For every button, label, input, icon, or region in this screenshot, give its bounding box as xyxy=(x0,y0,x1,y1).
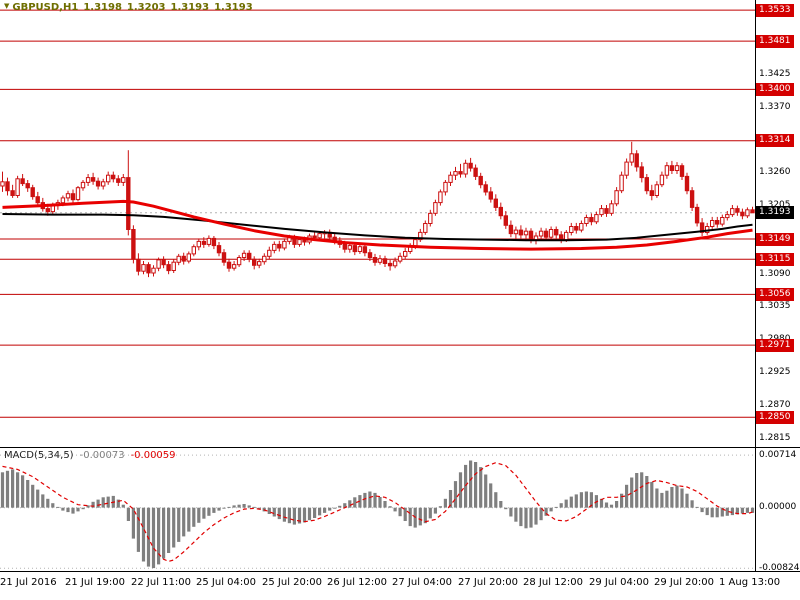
time-label: 25 Jul 04:00 xyxy=(196,577,256,588)
time-label: 26 Jul 12:00 xyxy=(327,577,387,588)
ma-red-line[interactable] xyxy=(2,199,753,251)
macd-name: MACD(5,34,5) xyxy=(4,450,74,461)
price-label: 1.3035 xyxy=(759,301,791,312)
time-label: 27 Jul 04:00 xyxy=(392,577,452,588)
macd-indicator-label: MACD(5,34,5) -0.00073 -0.00059 xyxy=(4,450,176,461)
level-price-label: 1.3314 xyxy=(756,134,794,148)
macd-axis-label: 0.00000 xyxy=(759,502,797,513)
quote-low: 1.3193 xyxy=(170,2,210,13)
time-label: 27 Jul 20:00 xyxy=(458,577,518,588)
time-label: 28 Jul 12:00 xyxy=(523,577,583,588)
symbol-marker-icon: ▼ xyxy=(4,2,10,10)
quote-high: 1.3203 xyxy=(126,2,166,13)
time-label: 29 Jul 04:00 xyxy=(589,577,649,588)
current-price-label: 1.3193 xyxy=(756,206,794,220)
macd-pane[interactable] xyxy=(0,448,755,571)
main-price-chart[interactable] xyxy=(0,0,755,447)
price-label: 1.3370 xyxy=(759,101,791,112)
macd-axis-label: -0.00824 xyxy=(759,562,800,573)
macd-signal-line xyxy=(2,462,753,563)
macd-signal-value: -0.00059 xyxy=(130,450,176,461)
level-price-label: 1.3400 xyxy=(756,82,794,96)
ma-black-line[interactable] xyxy=(2,213,753,242)
price-label: 1.3425 xyxy=(759,69,791,79)
level-price-label: 1.3056 xyxy=(756,287,794,301)
macd-main-value: -0.00073 xyxy=(79,450,125,461)
symbol-quote: ▼ GBPUSD,H1 1.3198 1.3203 1.3193 1.3193 xyxy=(4,2,253,13)
level-price-label: 1.3149 xyxy=(756,232,794,246)
macd-histogram xyxy=(0,460,755,569)
axis-separator-line xyxy=(755,0,756,571)
price-label: 1.2815 xyxy=(759,432,791,443)
macd-axis[interactable]: 0.00714 0.00000 -0.00824 xyxy=(756,448,800,573)
time-label: 22 Jul 11:00 xyxy=(131,577,191,588)
level-price-label: 1.3115 xyxy=(756,252,794,266)
level-price-label: 1.2850 xyxy=(756,410,794,424)
time-label: 29 Jul 20:00 xyxy=(654,577,714,588)
time-axis[interactable]: 21 Jul 2016 21 Jul 19:00 22 Jul 11:00 25 Ju… xyxy=(0,572,800,600)
macd-axis-label: 0.00714 xyxy=(759,449,797,460)
level-price-label: 1.3481 xyxy=(756,34,794,48)
time-label: 21 Jul 2016 xyxy=(0,577,57,588)
symbol-title: GBPUSD,H1 xyxy=(12,2,79,13)
time-label: 1 Aug 13:00 xyxy=(719,577,781,588)
price-label: 1.3090 xyxy=(759,268,791,279)
candles-layer xyxy=(0,141,755,278)
level-price-label: 1.2971 xyxy=(756,338,794,352)
price-label: 1.3205 xyxy=(759,200,791,211)
level-price-label: 1.3533 xyxy=(756,3,794,17)
price-label: 1.2870 xyxy=(759,399,791,410)
bottom-separator-line xyxy=(0,571,800,572)
time-label: 25 Jul 20:00 xyxy=(262,577,322,588)
pane-separator[interactable] xyxy=(0,447,800,448)
price-label: 1.2925 xyxy=(759,367,791,377)
time-label: 21 Jul 19:00 xyxy=(65,577,125,588)
quote-close: 1.3193 xyxy=(214,2,253,13)
price-axis[interactable]: 1.3425 1.3370 1.3260 1.3205 1.3090 1.3035 1.29… xyxy=(756,0,800,447)
price-label: 1.3260 xyxy=(759,167,791,178)
quote-open: 1.3198 xyxy=(83,2,122,13)
